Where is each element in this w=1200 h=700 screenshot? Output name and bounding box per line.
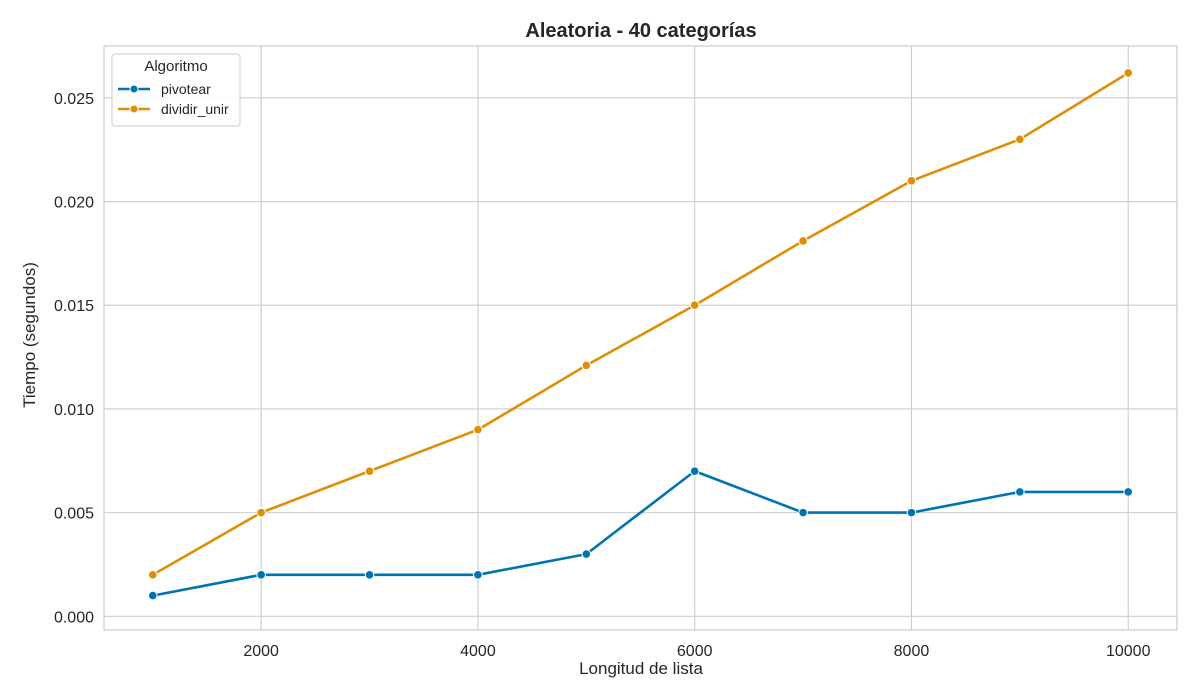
data-point bbox=[147, 570, 158, 580]
data-point bbox=[906, 176, 917, 186]
y-tick-label: 0.005 bbox=[54, 506, 94, 523]
y-axis-label: Tiempo (segundos) bbox=[20, 262, 39, 408]
legend: Algoritmo pivotear dividir_unir bbox=[111, 53, 241, 127]
data-point bbox=[1015, 487, 1025, 497]
data-point bbox=[256, 507, 266, 518]
data-point bbox=[256, 570, 266, 580]
y-tick-label: 0.025 bbox=[54, 91, 94, 108]
data-point bbox=[581, 549, 592, 559]
legend-label: dividir_unir bbox=[161, 101, 229, 117]
data-point bbox=[798, 236, 808, 246]
x-tick-label: 2000 bbox=[243, 643, 279, 660]
legend-item: dividir_unir bbox=[118, 101, 229, 117]
series-pivotear bbox=[147, 466, 1134, 601]
legend-title: Algoritmo bbox=[144, 58, 207, 75]
y-tick-label: 0.000 bbox=[54, 609, 94, 626]
axis-ticks: 2000 4000 6000 8000 10000 0.000 0.005 0.010 0.01… bbox=[54, 91, 1151, 660]
legend-swatch-marker bbox=[129, 104, 139, 114]
data-point bbox=[1123, 68, 1134, 78]
x-axis-label: Longitud de lista bbox=[579, 659, 703, 678]
y-tick-label: 0.010 bbox=[54, 402, 94, 419]
data-point bbox=[364, 466, 375, 476]
y-tick-label: 0.015 bbox=[54, 298, 94, 315]
plot-area bbox=[103, 45, 1178, 631]
series-lines bbox=[147, 68, 1134, 601]
data-point bbox=[1015, 134, 1025, 145]
x-tick-label: 10000 bbox=[1106, 643, 1151, 660]
data-point bbox=[581, 360, 592, 371]
data-point bbox=[689, 300, 700, 311]
grid-lines bbox=[104, 46, 1177, 630]
data-point bbox=[473, 570, 483, 580]
x-tick-label: 6000 bbox=[677, 643, 713, 660]
data-point bbox=[147, 590, 158, 601]
legend-swatch-marker bbox=[129, 84, 139, 94]
legend-item: pivotear bbox=[118, 81, 211, 97]
series-line bbox=[151, 71, 1130, 577]
x-tick-label: 8000 bbox=[894, 643, 930, 660]
data-point bbox=[364, 570, 375, 580]
chart-title: Aleatoria - 40 categorías bbox=[525, 20, 756, 42]
series-dividir_unir bbox=[147, 68, 1134, 580]
data-point bbox=[689, 466, 700, 476]
data-point bbox=[473, 424, 483, 435]
data-point bbox=[1123, 487, 1134, 497]
data-point bbox=[798, 507, 808, 518]
data-point bbox=[906, 507, 917, 518]
series-line bbox=[151, 469, 1130, 597]
legend-label: pivotear bbox=[161, 81, 211, 97]
y-tick-label: 0.020 bbox=[54, 195, 94, 212]
x-tick-label: 4000 bbox=[460, 643, 496, 660]
